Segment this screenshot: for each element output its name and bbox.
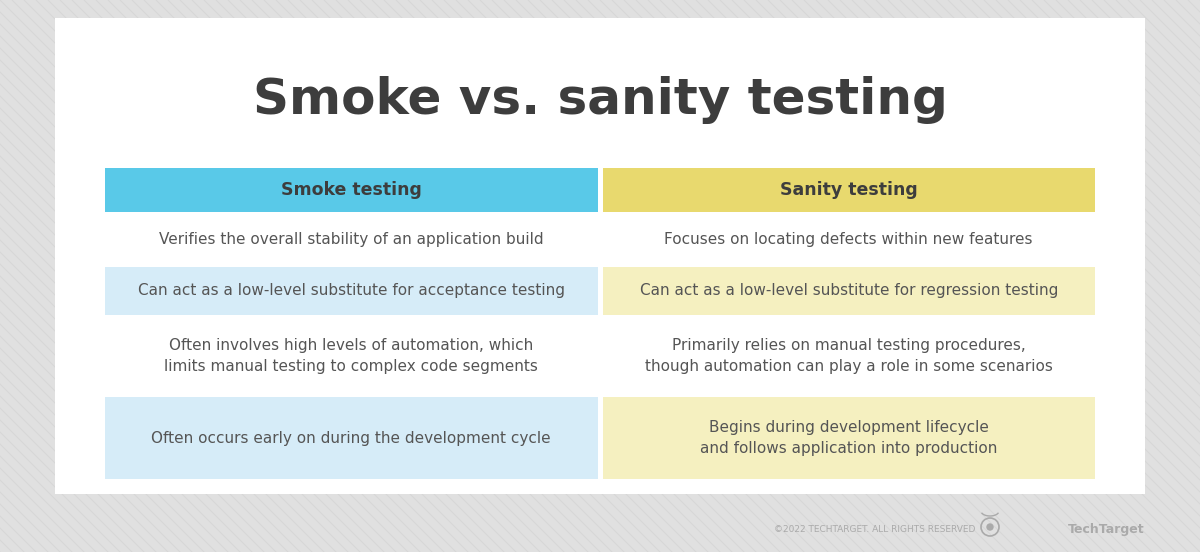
Text: Often involves high levels of automation, which
limits manual testing to complex: Often involves high levels of automation… [164,338,538,374]
Bar [106,267,598,315]
Text: Begins during development lifecycle
and follows application into production: Begins during development lifecycle and … [700,420,997,456]
Text: Primarily relies on manual testing procedures,
though automation can play a role: Primarily relies on manual testing proce… [644,338,1052,374]
Bar [602,168,1096,212]
Bar [106,315,598,397]
Circle shape [986,524,994,530]
Bar [602,397,1096,479]
Text: Smoke testing: Smoke testing [281,181,421,199]
Bar [602,267,1096,315]
Text: Smoke vs. sanity testing: Smoke vs. sanity testing [252,76,948,124]
Bar [55,18,1145,494]
Bar [106,397,598,479]
Bar [106,168,598,212]
Text: Verifies the overall stability of an application build: Verifies the overall stability of an app… [158,232,544,247]
Text: Focuses on locating defects within new features: Focuses on locating defects within new f… [665,232,1033,247]
Bar [602,212,1096,267]
Text: Can act as a low-level substitute for acceptance testing: Can act as a low-level substitute for ac… [138,284,565,299]
Text: Can act as a low-level substitute for regression testing: Can act as a low-level substitute for re… [640,284,1058,299]
Bar [602,315,1096,397]
Bar [106,212,598,267]
Text: Sanity testing: Sanity testing [780,181,918,199]
Text: Often occurs early on during the development cycle: Often occurs early on during the develop… [151,431,551,445]
Text: TechTarget: TechTarget [1068,523,1145,537]
Text: ©2022 TECHTARGET. ALL RIGHTS RESERVED: ©2022 TECHTARGET. ALL RIGHTS RESERVED [774,526,974,534]
